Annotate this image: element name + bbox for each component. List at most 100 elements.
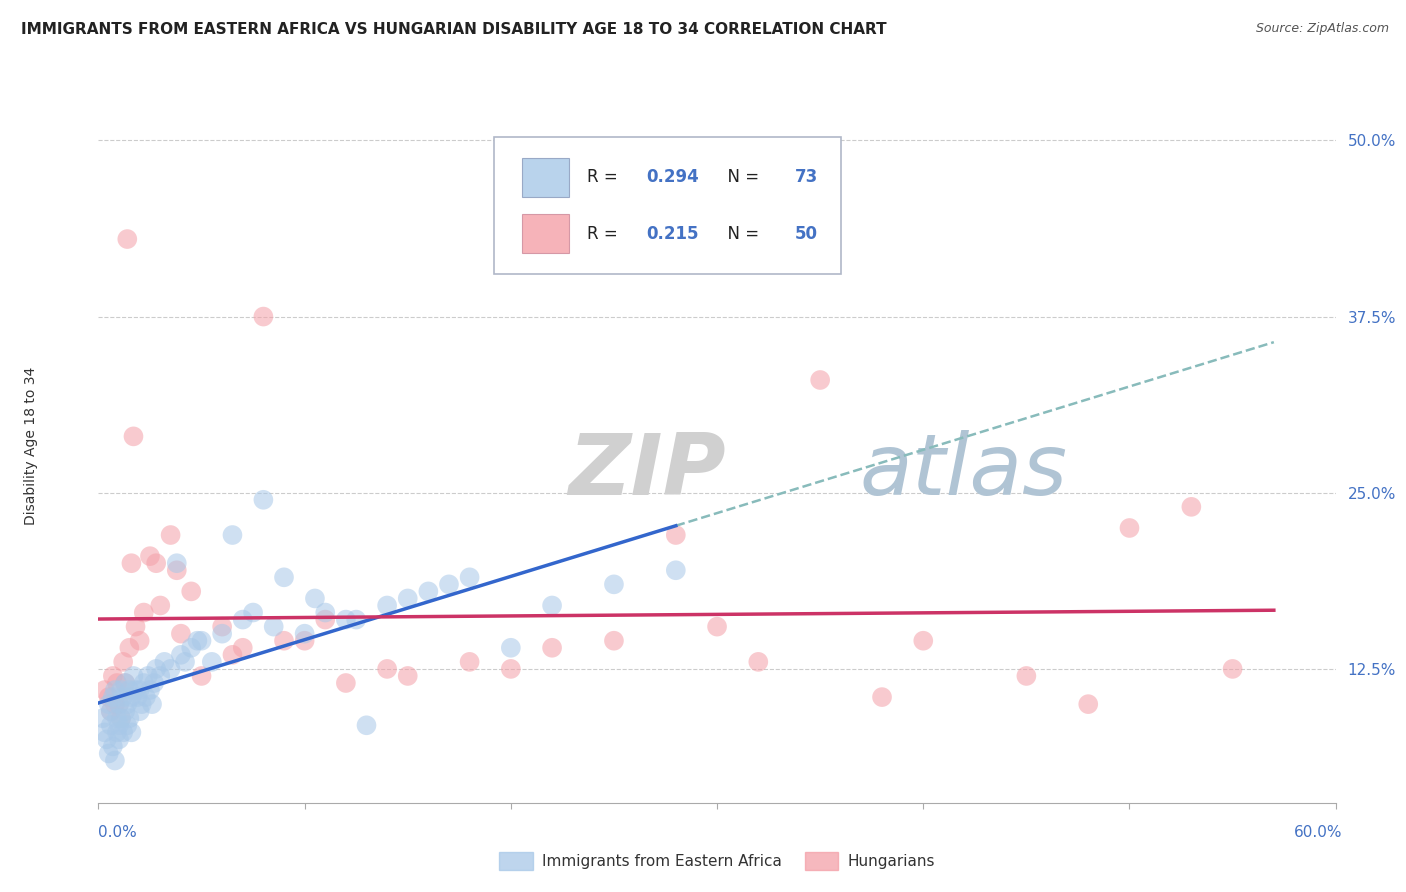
Point xyxy=(747,655,769,669)
Point xyxy=(96,732,118,747)
Point xyxy=(108,718,131,732)
Point xyxy=(104,697,127,711)
Point xyxy=(149,669,172,683)
Point xyxy=(304,591,326,606)
Point xyxy=(458,655,481,669)
Point xyxy=(190,633,212,648)
Point xyxy=(97,690,120,705)
Point xyxy=(335,676,357,690)
Point xyxy=(128,683,150,698)
Point xyxy=(110,711,132,725)
Point xyxy=(124,683,146,698)
Point xyxy=(104,683,127,698)
Point xyxy=(1118,521,1140,535)
Point xyxy=(120,725,142,739)
Point xyxy=(105,711,128,725)
Point xyxy=(170,626,193,640)
Point xyxy=(159,528,181,542)
Text: N =: N = xyxy=(717,225,765,243)
Point xyxy=(180,584,202,599)
Point xyxy=(1222,662,1244,676)
Point xyxy=(221,528,243,542)
Point xyxy=(112,725,135,739)
Point xyxy=(117,697,139,711)
Point xyxy=(105,725,128,739)
Point xyxy=(375,599,398,613)
Point xyxy=(221,648,243,662)
Point xyxy=(252,492,274,507)
Point xyxy=(541,640,564,655)
Point xyxy=(145,556,167,570)
Text: 0.0%: 0.0% xyxy=(98,825,138,840)
Point xyxy=(110,683,132,698)
Point xyxy=(273,570,295,584)
Point xyxy=(104,754,127,768)
Point xyxy=(101,690,124,705)
Point xyxy=(117,232,139,246)
Point xyxy=(335,613,357,627)
Point xyxy=(499,640,522,655)
Point xyxy=(120,690,142,705)
Point xyxy=(114,676,136,690)
Text: IMMIGRANTS FROM EASTERN AFRICA VS HUNGARIAN DISABILITY AGE 18 TO 34 CORRELATION : IMMIGRANTS FROM EASTERN AFRICA VS HUNGAR… xyxy=(21,22,887,37)
Point xyxy=(135,690,157,705)
Point xyxy=(131,697,153,711)
Point xyxy=(211,626,233,640)
Point xyxy=(437,577,460,591)
Text: atlas: atlas xyxy=(859,430,1067,513)
Point xyxy=(314,613,336,627)
Point xyxy=(808,373,831,387)
Text: 0.294: 0.294 xyxy=(647,169,699,186)
Point xyxy=(396,591,419,606)
Point xyxy=(870,690,893,705)
Point xyxy=(118,640,141,655)
Point xyxy=(122,429,145,443)
FancyBboxPatch shape xyxy=(495,136,841,275)
Text: Disability Age 18 to 34: Disability Age 18 to 34 xyxy=(24,367,38,525)
Point xyxy=(153,655,176,669)
Point xyxy=(108,732,131,747)
Point xyxy=(166,556,188,570)
Point xyxy=(603,577,626,591)
Point xyxy=(117,718,139,732)
Text: 60.0%: 60.0% xyxy=(1295,825,1343,840)
Point xyxy=(499,662,522,676)
Point xyxy=(396,669,419,683)
Point xyxy=(201,655,224,669)
Point xyxy=(541,599,564,613)
Point xyxy=(93,683,115,698)
Point xyxy=(108,697,131,711)
Point xyxy=(1015,669,1038,683)
Bar xyxy=(522,214,568,253)
Point xyxy=(180,640,202,655)
Point xyxy=(263,619,285,633)
Point xyxy=(1180,500,1202,514)
Point xyxy=(127,690,149,705)
Text: 0.215: 0.215 xyxy=(647,225,699,243)
Point xyxy=(101,739,124,754)
Point xyxy=(120,556,142,570)
Point xyxy=(128,633,150,648)
Point xyxy=(912,633,935,648)
Point xyxy=(118,711,141,725)
Point xyxy=(97,747,120,761)
Point xyxy=(603,633,626,648)
Point xyxy=(174,655,197,669)
Point xyxy=(273,633,295,648)
Text: ZIP: ZIP xyxy=(568,430,727,513)
Point xyxy=(190,669,212,683)
Point xyxy=(232,640,254,655)
Point xyxy=(132,606,155,620)
Point xyxy=(112,655,135,669)
Point xyxy=(110,711,132,725)
Point xyxy=(128,704,150,718)
Point xyxy=(375,662,398,676)
Point xyxy=(418,584,440,599)
Point xyxy=(101,669,124,683)
Text: R =: R = xyxy=(588,169,623,186)
Point xyxy=(706,619,728,633)
Point xyxy=(211,619,233,633)
Point xyxy=(100,704,122,718)
Point xyxy=(108,697,131,711)
Point xyxy=(344,613,367,627)
